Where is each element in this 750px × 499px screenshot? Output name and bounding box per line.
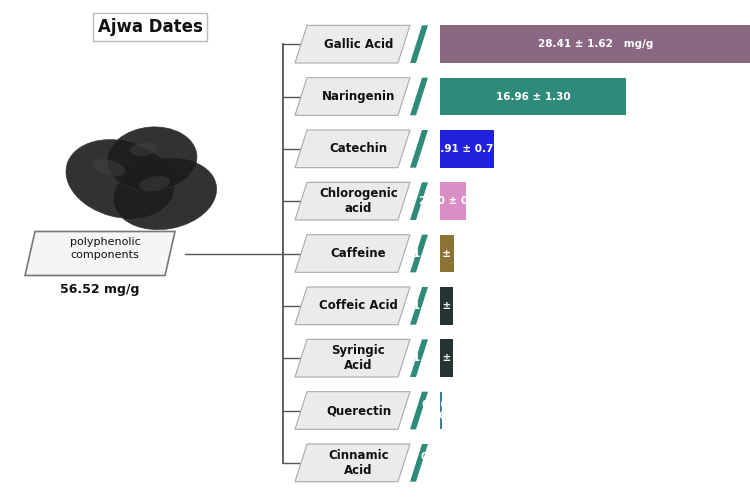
Text: 16.96 ± 1.30: 16.96 ± 1.30 [496,91,571,101]
Ellipse shape [93,159,125,176]
Polygon shape [410,392,428,429]
Bar [440,25,750,63]
Text: Chlorogenic
acid: Chlorogenic acid [320,187,398,215]
Bar [440,130,494,168]
Text: Ajwa Dates: Ajwa Dates [98,18,202,36]
Text: Gallic Acid: Gallic Acid [324,37,393,51]
Polygon shape [295,287,410,325]
Polygon shape [410,25,428,63]
Text: Naringenin: Naringenin [322,90,395,103]
Polygon shape [295,182,410,220]
Polygon shape [295,78,410,115]
Polygon shape [295,392,410,429]
Text: 28.41 ± 1.62   mg/g: 28.41 ± 1.62 mg/g [538,39,654,49]
Text: polyphenolic
components: polyphenolic components [70,238,140,259]
Text: Syringic
Acid: Syringic Acid [332,344,386,372]
Text: Querectin: Querectin [326,404,391,417]
Text: 1.17 ± 0.12: 1.17 ± 0.12 [413,353,480,363]
Polygon shape [410,130,428,168]
Ellipse shape [113,158,217,230]
Bar [440,78,626,115]
Polygon shape [25,232,175,275]
Text: Catechin: Catechin [329,142,388,155]
Text: Coffeic Acid: Coffeic Acid [319,299,398,312]
Ellipse shape [66,140,174,219]
Polygon shape [295,235,410,272]
Text: 0.01 ±
0.00: 0.01 ± 0.00 [421,452,459,474]
Text: 4.91 ± 0.75: 4.91 ± 0.75 [433,144,501,154]
Bar [440,287,453,325]
Polygon shape [410,339,428,377]
Text: Caffeine: Caffeine [331,247,386,260]
Bar [440,392,442,429]
Polygon shape [295,130,410,168]
Polygon shape [410,287,428,325]
Polygon shape [295,25,410,63]
Ellipse shape [130,143,157,156]
Polygon shape [410,444,428,482]
Text: 0.20 ±
0.02: 0.20 ± 0.02 [422,400,460,421]
Text: 1.29 ± 0.24: 1.29 ± 0.24 [413,249,481,258]
Polygon shape [410,78,428,115]
Ellipse shape [140,176,170,191]
Text: 1.17 ± 0.18: 1.17 ± 0.18 [413,301,480,311]
Bar [440,339,453,377]
Text: Cinnamic
Acid: Cinnamic Acid [328,449,388,477]
Polygon shape [295,444,410,482]
Text: 56.52 mg/g: 56.52 mg/g [60,283,140,296]
Bar [440,182,466,220]
Ellipse shape [107,127,197,191]
Polygon shape [295,339,410,377]
Polygon shape [410,182,428,220]
Text: 2.40 ± 0.38: 2.40 ± 0.38 [419,196,487,206]
Bar [440,235,454,272]
Polygon shape [410,235,428,272]
